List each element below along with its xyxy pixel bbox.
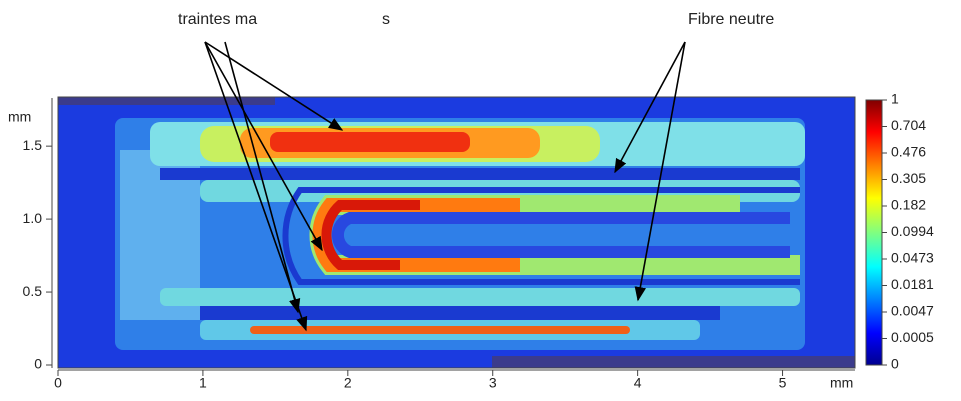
colorbar-tick-label: 1 — [891, 91, 899, 107]
y-tick-label: 1.0 — [23, 210, 43, 226]
colorbar-tick-label: 0.0005 — [891, 329, 934, 345]
colorbar-tick-label: 0.476 — [891, 144, 926, 160]
colorbar-tick-label: 0.0181 — [891, 276, 934, 292]
annotation: Fibre neutre — [688, 11, 774, 28]
y-axis-label: mm — [8, 109, 31, 125]
x-tick-label: 0 — [54, 375, 62, 391]
x-tick-label: 3 — [489, 375, 497, 391]
plot-frame — [57, 96, 856, 369]
x-tick-label: 1 — [199, 375, 207, 391]
annotation: s — [382, 11, 390, 28]
y-tick-label: 1.5 — [23, 137, 43, 153]
colorbar-tick-label: 0.0047 — [891, 303, 934, 319]
colorbar-tick-label: 0.182 — [891, 197, 926, 213]
x-tick-label: 2 — [344, 375, 352, 391]
x-tick-label: 4 — [634, 375, 642, 391]
colorbar-tick-label: 0 — [891, 356, 899, 372]
colorbar-tick-label: 0.0994 — [891, 223, 934, 239]
colorbar-tick-label: 0.0473 — [891, 250, 934, 266]
x-tick-label: 5 — [779, 375, 787, 391]
y-tick-label: 0.5 — [23, 283, 43, 299]
colorbar-tick-label: 0.305 — [891, 170, 926, 186]
annotation: traintes ma — [178, 11, 257, 28]
x-axis-label: mm — [830, 375, 853, 391]
heatmap-image — [58, 97, 855, 368]
colorbar — [865, 99, 883, 366]
colorbar-tick-label: 0.704 — [891, 117, 926, 133]
y-tick-label: 0 — [34, 356, 42, 372]
arrows — [204, 41, 686, 332]
